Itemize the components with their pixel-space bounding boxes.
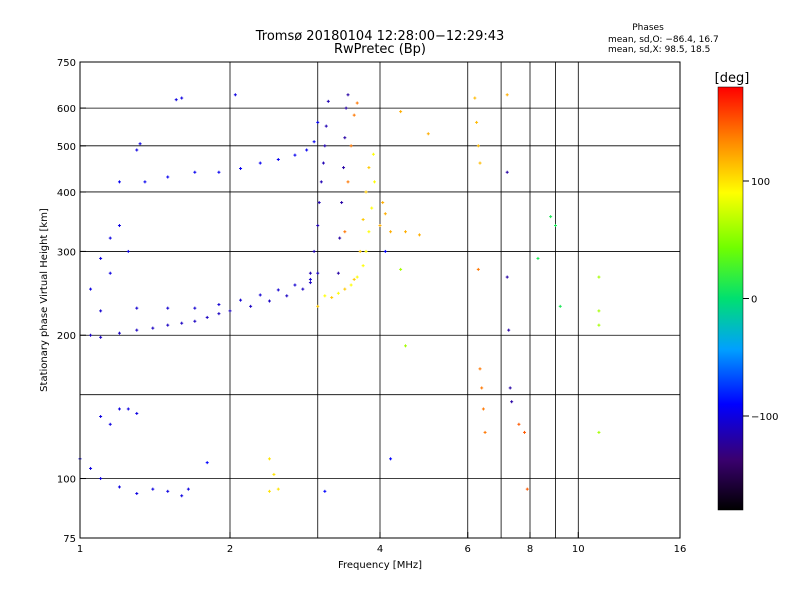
x-axis-label: Frequency [MHz]: [338, 560, 422, 571]
y-axis-label: Stationary phase Virtual Height [km]: [39, 208, 50, 392]
grid-lines: [80, 62, 680, 538]
colorbar-ticks: 100 0 −100: [743, 177, 778, 423]
colorbar-tick-label: −100: [751, 412, 778, 423]
y-tick-label: 750: [57, 58, 76, 69]
phase-stats-o: mean, sd,O: −86.4, 16.7: [608, 35, 719, 45]
phases-title: Phases: [632, 23, 664, 33]
y-tick-label: 75: [63, 534, 76, 545]
chart-subtitle: RwPretec (Bp): [334, 42, 426, 57]
x-tick-label: 8: [527, 544, 533, 555]
data-points: [78, 93, 601, 498]
y-axis-ticks: 75 100 200 300 400 500 600 750: [57, 58, 86, 545]
y-tick-label: 200: [57, 331, 76, 342]
colorbar-tick-label: 100: [751, 177, 770, 188]
y-tick-label: 100: [57, 475, 76, 486]
y-tick-label: 400: [57, 188, 76, 199]
x-tick-label: 6: [465, 544, 471, 555]
y-tick-label: 500: [57, 142, 76, 153]
colorbar: [718, 87, 743, 510]
phase-stats-x: mean, sd,X: 98.5, 18.5: [608, 45, 710, 55]
x-axis-ticks: 1 2 4 6 8 10 16: [77, 532, 687, 555]
y-tick-label: 600: [57, 104, 76, 115]
x-tick-label: 2: [227, 544, 233, 555]
colorbar-label: [deg]: [715, 71, 750, 86]
y-tick-label: 300: [57, 247, 76, 258]
colorbar-tick-label: 0: [751, 295, 757, 306]
x-tick-label: 1: [77, 544, 83, 555]
x-tick-label: 10: [572, 544, 585, 555]
x-tick-label: 4: [377, 544, 383, 555]
chart-title: Tromsø 20180104 12:28:00−12:29:43: [255, 29, 505, 44]
x-tick-label: 16: [674, 544, 687, 555]
